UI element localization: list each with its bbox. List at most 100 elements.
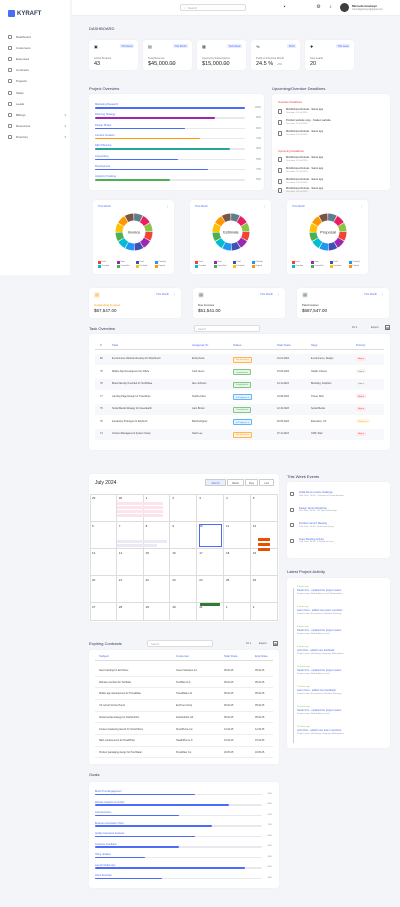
calendar-day[interactable]: 8 [143, 522, 171, 549]
calendar-event[interactable] [117, 510, 163, 513]
activity-item[interactable]: 8 hours ago John Doe - added new feedback… [297, 646, 392, 655]
contract-row[interactable] [95, 701, 273, 712]
activity-item[interactable]: 6 hours ago Sarah Kim - updated the proje… [297, 626, 392, 635]
calendar-day[interactable]: 5 [250, 494, 278, 522]
contract-row[interactable] [95, 677, 273, 689]
stat-period-badge[interactable]: This Month [173, 44, 188, 48]
task-column-header[interactable]: Tags [311, 343, 318, 347]
sidebar-item-customers[interactable]: Customers [8, 45, 66, 51]
calendar-day[interactable]: 31 [197, 603, 224, 621]
task-name[interactable]: Interactive Prototype for EduTech [112, 419, 148, 423]
calendar-view-list[interactable]: List [259, 479, 274, 486]
finance-period-select[interactable]: This Month [260, 293, 273, 296]
finance-period-select[interactable]: This Month [364, 293, 377, 296]
calendar-day[interactable]: 30 [170, 603, 198, 621]
contract-row[interactable] [95, 689, 273, 700]
calendar-day[interactable]: 23 [170, 576, 198, 603]
activity-item[interactable]: 16 hours ago John Doe - added new team me… [297, 726, 392, 735]
task-export-button[interactable]: Export [371, 326, 379, 329]
status-badge[interactable]: Not Started ▾ [233, 356, 252, 363]
calendar-day[interactable]: 11 [224, 522, 251, 549]
deadline-item[interactable]: Mindfulness Retreat - Santo app Due date:… [278, 156, 378, 167]
status-badge[interactable]: In Progress ▾ [233, 419, 252, 426]
event-item[interactable]: Product Launch Meeting 12th June, 10:00 -… [290, 522, 390, 538]
calendar-day[interactable]: 6 [90, 522, 117, 549]
bell-icon[interactable]: ♪ [329, 4, 332, 10]
calendar-day[interactable]: 29 [90, 494, 117, 522]
brand-logo[interactable]: KYRAFT [8, 10, 41, 17]
sidebar-item-expenses[interactable]: Expenses [8, 56, 66, 62]
activity-item[interactable]: 14 hours ago Sarah Kim - updated the proj… [297, 706, 392, 715]
contract-subject[interactable]: Product packaging design for PureWater [99, 750, 142, 754]
avatar[interactable] [340, 3, 349, 12]
priority-badge[interactable]: Low ▾ [356, 381, 366, 386]
contract-row[interactable] [95, 747, 273, 759]
contracts-search-input[interactable]: Search [147, 640, 213, 647]
more-icon[interactable]: ⋮ [166, 204, 169, 208]
more-icon[interactable]: ⋮ [277, 292, 280, 296]
calendar-event[interactable] [200, 603, 220, 606]
contracts-page-size-select[interactable]: 10 ▾ [246, 642, 251, 645]
task-page-size-select[interactable]: 10 ▾ [352, 326, 357, 329]
status-badge[interactable]: Completed ▾ [233, 381, 252, 388]
deadline-item[interactable]: Mindfulness Retreat - Santo app Due date:… [278, 130, 378, 141]
sidebar-item-directory[interactable]: Directory ▾ [8, 134, 66, 140]
calendar-day[interactable]: 7 [116, 522, 144, 549]
contract-subject[interactable]: Social media strategy for FashionFirst [99, 715, 140, 719]
calendar-day[interactable]: 24 [197, 576, 224, 603]
task-column-header[interactable]: Status [233, 343, 242, 347]
calendar-event[interactable] [117, 506, 163, 509]
donut-period-select[interactable]: This Month [292, 205, 305, 208]
print-icon[interactable]: ▤ [385, 325, 390, 330]
status-badge[interactable]: Not Started ▾ [233, 431, 252, 438]
sidebar-item-projects[interactable]: Projects [8, 78, 66, 84]
priority-badge[interactable]: High ▾ [356, 394, 367, 399]
calendar-day[interactable]: 29 [143, 603, 171, 621]
contract-subject[interactable]: New branding for EcoHome [99, 669, 129, 672]
settings-icon[interactable]: ⚙ [316, 4, 321, 10]
more-icon[interactable]: ⋮ [381, 292, 384, 296]
task-name[interactable]: Content Management System Setup [112, 432, 151, 435]
calendar-day[interactable]: 9 [170, 522, 198, 549]
calendar-view-month[interactable]: Month [205, 479, 226, 486]
activity-item[interactable]: 4 hours ago Liam Chen - added new team me… [297, 606, 392, 615]
deadline-item[interactable]: Mindfulness Retreat - Santo app Due date:… [278, 108, 378, 119]
calendar-event[interactable] [117, 544, 157, 547]
activity-item[interactable]: 10 hours ago Sarah Kim - updated the proj… [297, 666, 392, 675]
calendar-day[interactable]: 15 [143, 549, 171, 576]
more-icon[interactable]: ⋮ [173, 292, 176, 296]
calendar-view-week[interactable]: Week [227, 479, 244, 486]
event-item[interactable]: Team Building Activity 13th June, 16:00 -… [290, 538, 390, 554]
global-search-input[interactable]: ⌕ Search [180, 4, 246, 11]
finance-period-select[interactable]: This Month [156, 293, 169, 296]
calendar-view-day[interactable]: Day [245, 479, 258, 486]
task-name[interactable]: Social Media Strategy for GreenEarth [112, 407, 152, 410]
priority-badge[interactable]: Medium ▾ [356, 419, 370, 424]
contracts-export-button[interactable]: Export [259, 642, 267, 645]
sidebar-item-dashboard[interactable]: Dashboard [8, 34, 66, 40]
donut-period-select[interactable]: This Month [98, 205, 111, 208]
calendar-day[interactable]: 16 [170, 549, 198, 576]
calendar-day[interactable]: 10 [197, 522, 224, 549]
calendar-event[interactable] [258, 548, 270, 551]
calendar-event[interactable] [117, 514, 163, 517]
task-name[interactable]: Mobile App Development for FitLife [112, 369, 150, 373]
contract-row[interactable] [95, 724, 273, 735]
event-item[interactable]: Initial Demo review challenge 10th June, … [290, 491, 390, 507]
contracts-print-icon[interactable]: ▤ [273, 641, 278, 646]
more-icon[interactable]: ⋮ [263, 204, 266, 208]
calendar-event[interactable] [258, 543, 270, 546]
calendar-day[interactable]: 26 [250, 576, 278, 603]
priority-badge[interactable]: High ▾ [356, 356, 367, 361]
calendar-day[interactable]: 19 [250, 549, 278, 576]
calendar-day[interactable]: 2 [250, 603, 278, 621]
calendar-day[interactable]: 14 [116, 549, 144, 576]
contract-subject[interactable]: Website overhaul for TechMax [99, 680, 132, 684]
calendar-day[interactable]: 20 [90, 576, 117, 603]
status-badge[interactable]: Completed ▾ [233, 369, 252, 376]
deadline-item[interactable]: Mindfulness Retreat - Santo app Due date:… [278, 167, 378, 178]
stat-period-badge[interactable]: This week [336, 44, 350, 48]
calendar-day[interactable]: 18 [224, 549, 251, 576]
calendar-day[interactable]: 13 [90, 549, 117, 576]
contract-subject[interactable]: Content marketing launch for SmartHome [99, 727, 144, 731]
